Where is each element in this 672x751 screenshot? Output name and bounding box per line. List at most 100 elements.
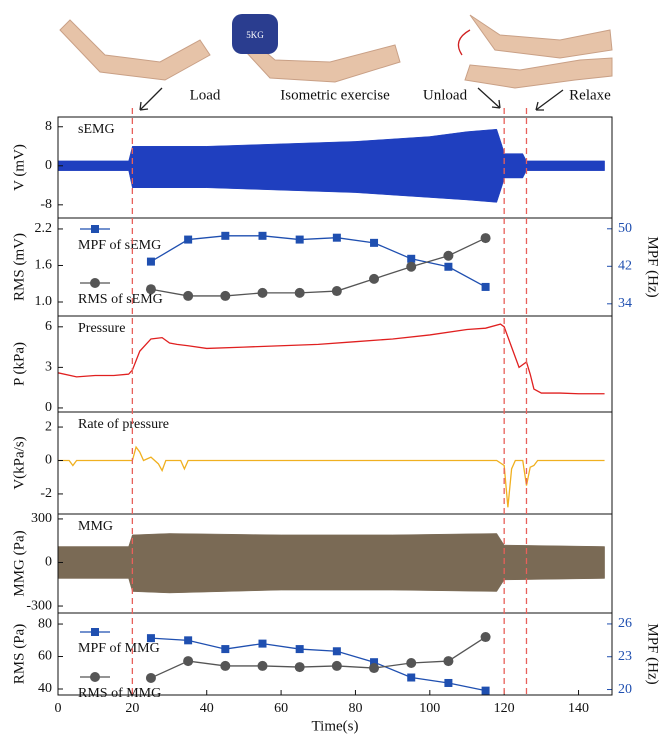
marker (369, 273, 380, 284)
legend-marker (90, 672, 100, 682)
y-tick-label: 6 (45, 319, 52, 334)
y-tick-label: 2 (45, 419, 52, 434)
marker (258, 639, 267, 648)
y-axis-label: MMG (Pa) (11, 530, 27, 596)
y-axis-label: RMS (Pa) (11, 624, 27, 684)
y-tick-label: 3 (45, 360, 52, 375)
marker (221, 231, 230, 240)
y2-tick-label: 26 (618, 616, 632, 631)
y2-tick-label: 34 (618, 296, 632, 311)
plot-area (145, 632, 491, 695)
marker (145, 672, 156, 683)
y-tick-label: 0 (45, 453, 52, 468)
y-tick-label: 80 (38, 616, 52, 631)
marker (481, 282, 490, 291)
marker (220, 660, 231, 671)
x-tick-label: 0 (55, 701, 62, 716)
x-tick-label: 60 (274, 701, 288, 716)
y-axis-label: RMS (mV) (11, 233, 27, 301)
arrows (139, 29, 564, 111)
y-tick-label: 1.0 (35, 294, 53, 309)
y-axis-label: P (kPa) (11, 342, 27, 386)
y-tick-label: 0 (45, 400, 52, 415)
x-axis-label: Time(s) (312, 718, 359, 734)
marker (184, 636, 193, 645)
annotation: Unload (423, 87, 468, 103)
y-axis-label: V(kPa/s) (11, 436, 27, 489)
legend-marker (91, 628, 99, 636)
line (58, 323, 605, 395)
marker (221, 645, 230, 654)
y-tick-label: 2.2 (35, 221, 53, 236)
y2-tick-label: 20 (618, 682, 632, 697)
x-tick-label: 20 (125, 701, 139, 716)
legend-label: MPF of MMG (78, 641, 160, 656)
legend-label: RMS of MMG (78, 686, 161, 701)
panel-frame (57, 612, 613, 696)
y2-tick-label: 50 (618, 221, 632, 236)
legend-label: MPF of sEMG (78, 238, 161, 253)
y-tick-label: 1.6 (35, 258, 53, 273)
marker (407, 254, 416, 263)
line (150, 637, 486, 692)
signal-envelope (58, 128, 605, 203)
marker (480, 632, 491, 643)
marker (370, 238, 379, 247)
y2-axis-label: MPF (Hz) (645, 236, 661, 297)
marker (257, 660, 268, 671)
photo-arms (59, 14, 613, 89)
marker (183, 290, 194, 301)
x-tick-label: 40 (200, 701, 214, 716)
x-tick-label: 80 (348, 701, 362, 716)
panel-frame (57, 315, 613, 413)
marker (258, 231, 267, 240)
y-tick-label: 60 (38, 649, 52, 664)
y-tick-label: 300 (31, 511, 52, 526)
marker (146, 257, 155, 266)
marker (332, 233, 341, 242)
marker (220, 290, 231, 301)
line (150, 235, 486, 288)
plot-area (145, 231, 491, 301)
x-tick-label: 120 (494, 701, 515, 716)
y2-tick-label: 23 (618, 649, 632, 664)
y-tick-label: -8 (40, 197, 52, 212)
marker (257, 287, 268, 298)
marker (406, 261, 417, 272)
marker (183, 656, 194, 667)
x-tick-label: 100 (419, 701, 440, 716)
marker (294, 287, 305, 298)
y-axis-label: V (mV) (11, 144, 27, 191)
marker (369, 663, 380, 674)
y-tick-label: -300 (26, 598, 52, 613)
line (58, 445, 605, 508)
legend-marker (91, 225, 99, 233)
marker (443, 250, 454, 261)
marker (331, 660, 342, 671)
marker (295, 645, 304, 654)
marker (443, 656, 454, 667)
marker (332, 647, 341, 656)
marker (145, 284, 156, 295)
marker (370, 658, 379, 667)
marker (295, 235, 304, 244)
panel-title: Pressure (78, 321, 125, 336)
marker (444, 678, 453, 687)
y-tick-label: 0 (45, 158, 52, 173)
annotation: Load (190, 87, 221, 103)
plot-area (58, 323, 605, 395)
dumbbell (232, 14, 278, 54)
line (150, 636, 486, 679)
marker (444, 262, 453, 271)
marker (480, 233, 491, 244)
legend-label: RMS of sEMG (78, 292, 163, 307)
annotation: Relaxe (569, 87, 611, 103)
plot-area (58, 445, 605, 508)
y-tick-label: 0 (45, 555, 52, 570)
y2-tick-label: 42 (618, 259, 632, 274)
panel-title: sEMG (78, 122, 115, 137)
panel-title: MMG (78, 519, 113, 534)
legend-marker (90, 278, 100, 288)
marker (146, 634, 155, 643)
